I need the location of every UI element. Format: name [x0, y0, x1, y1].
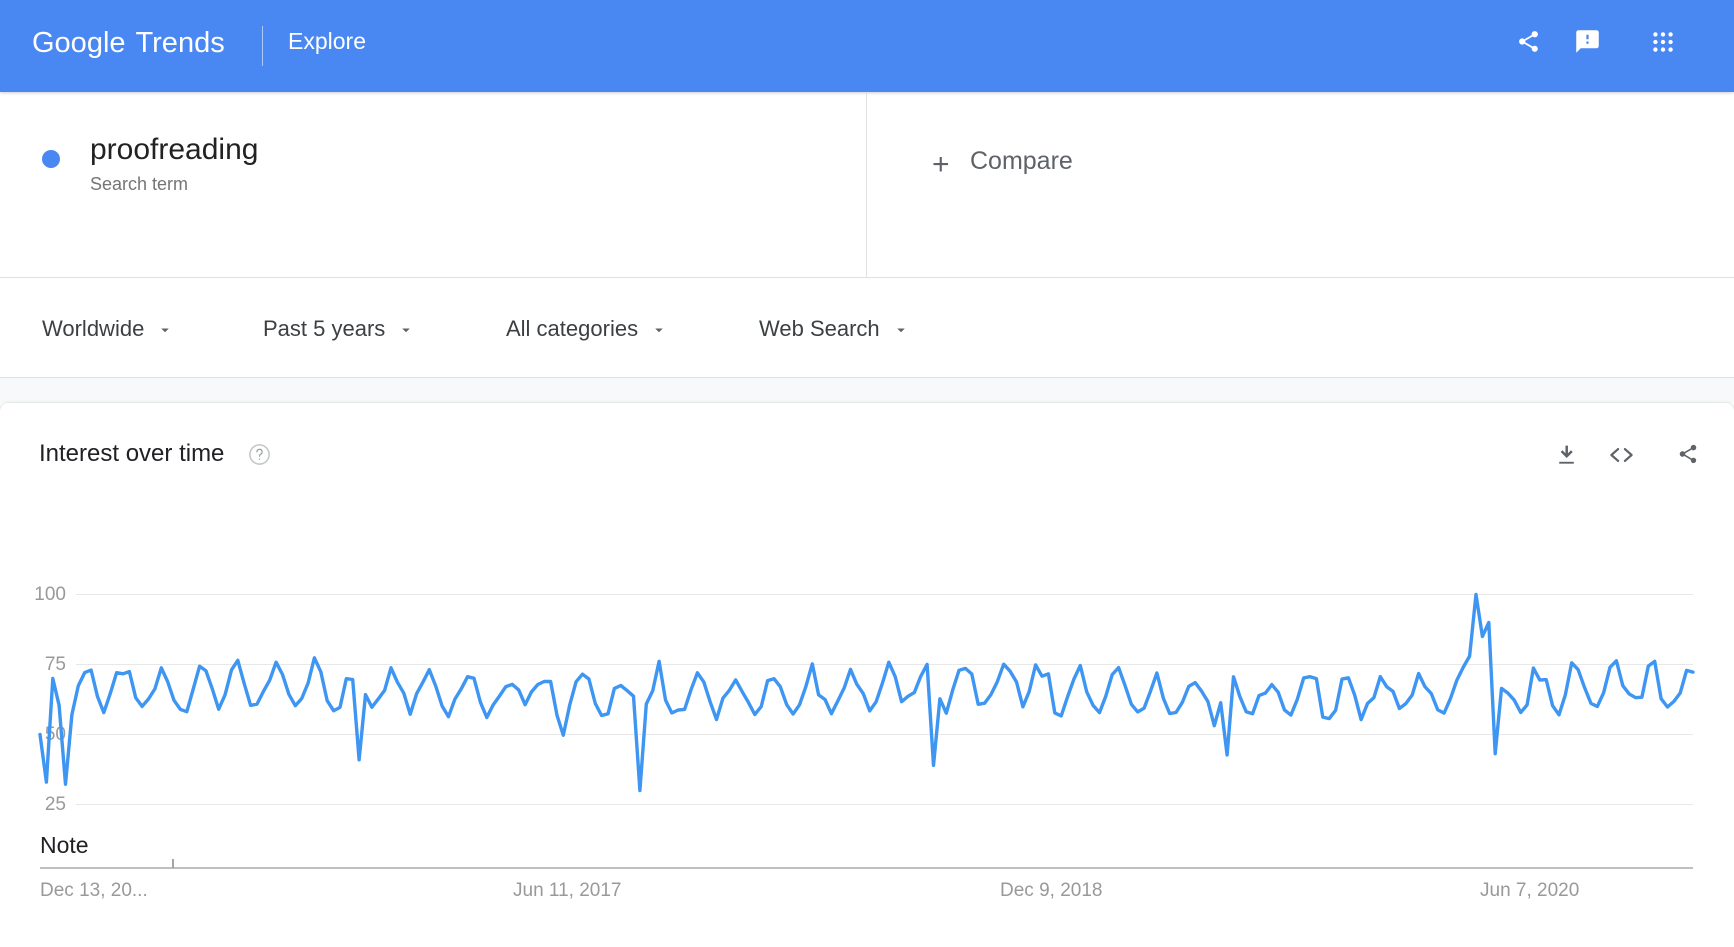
svg-text:Dec 13, 20...: Dec 13, 20... — [40, 880, 148, 901]
svg-text:Jun 11, 2017: Jun 11, 2017 — [513, 880, 621, 901]
svg-text:25: 25 — [45, 794, 66, 815]
svg-text:75: 75 — [45, 654, 66, 675]
svg-text:Note: Note — [40, 832, 89, 858]
svg-text:Jun 7, 2020: Jun 7, 2020 — [1480, 880, 1579, 901]
svg-text:100: 100 — [34, 584, 66, 605]
svg-text:Dec 9, 2018: Dec 9, 2018 — [1000, 880, 1102, 901]
